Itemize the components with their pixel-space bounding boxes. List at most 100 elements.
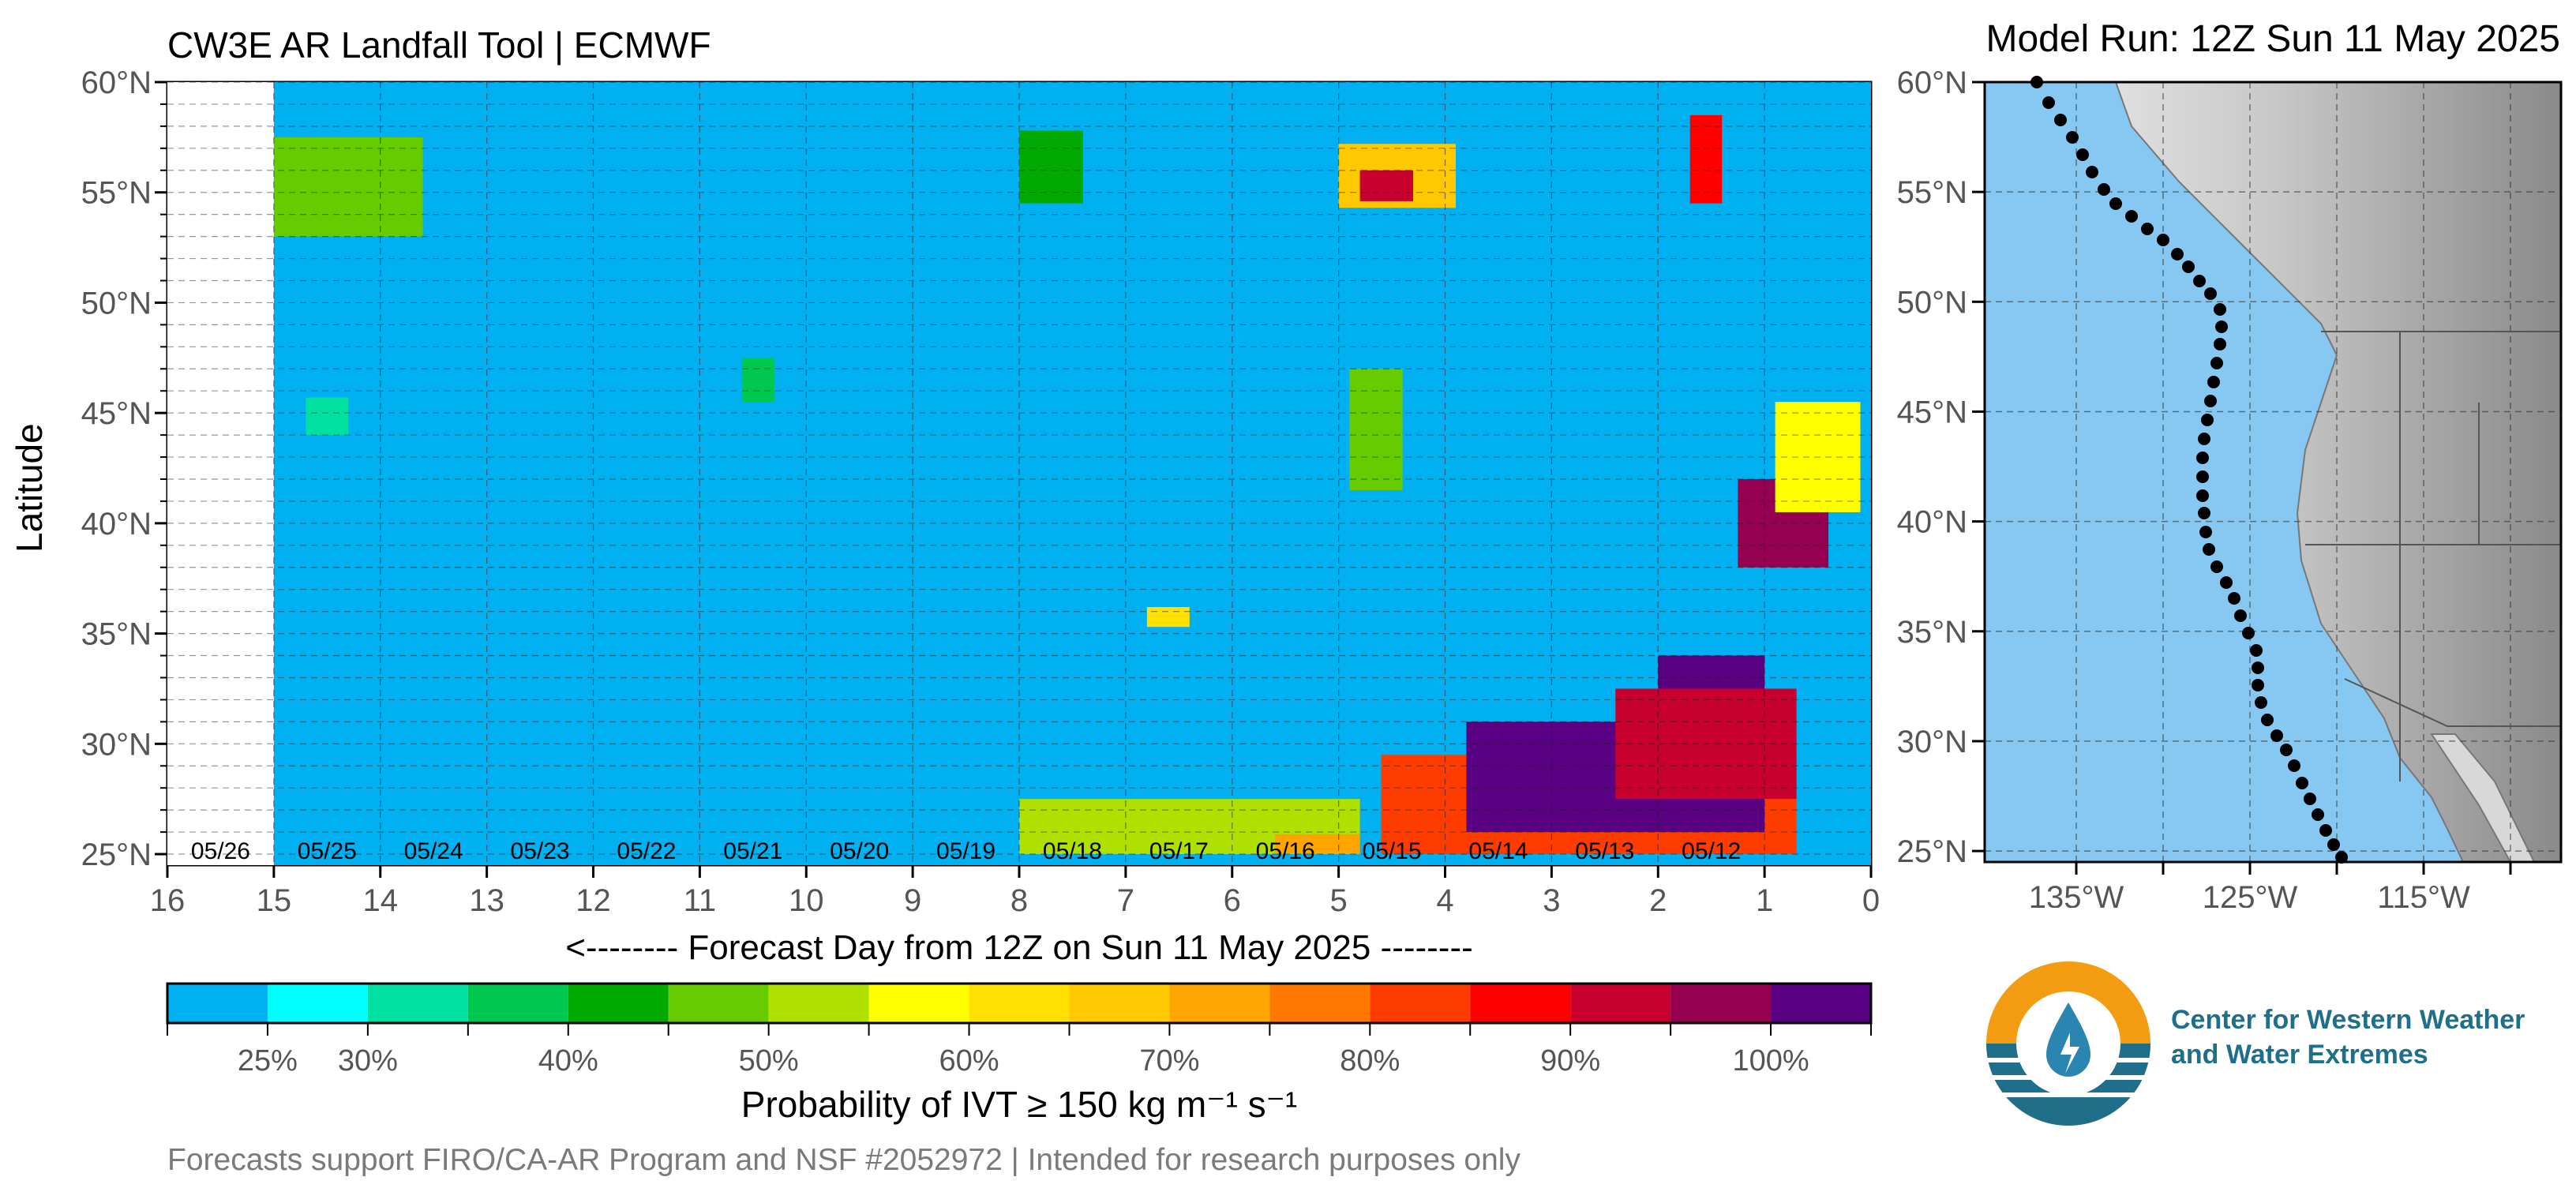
x-tick-label: 10 — [789, 883, 824, 916]
no-data-region — [167, 82, 274, 865]
footer-note: Forecasts support FIRO/CA-AR Program and… — [167, 1143, 1520, 1177]
heatmap-feature — [1019, 130, 1083, 204]
landfall-point — [2250, 644, 2263, 657]
heatmap-feature — [1349, 369, 1403, 490]
landfall-point — [2201, 414, 2214, 426]
map-land — [1985, 81, 2562, 863]
landfall-point — [2335, 851, 2348, 864]
date-label: 05/23 — [511, 838, 570, 864]
x-tick-label: 6 — [1224, 883, 1241, 916]
date-label: 05/24 — [404, 838, 463, 864]
map-axes: 60°N 55°N 50°N 45°N 40°N 35°N 30°N 25°N 135°W 125… — [1897, 71, 2512, 908]
landfall-point — [2141, 223, 2154, 235]
date-label: 05/13 — [1575, 838, 1634, 864]
map-lon-label: 135°W — [2029, 880, 2124, 908]
colorbar-swatch — [1570, 984, 1671, 1023]
colorbar-swatches — [166, 982, 1873, 1025]
x-axis-title: <-------- Forecast Day from 12Z on Sun 1… — [565, 928, 1473, 967]
landfall-point — [2296, 777, 2308, 789]
colorbar-tick-label: 60% — [939, 1044, 999, 1077]
colorbar-swatch — [568, 984, 669, 1023]
colorbar-swatch — [1771, 984, 1871, 1023]
map-lat-label: 45°N — [1897, 395, 1967, 429]
map-frame — [1983, 81, 2563, 864]
landfall-point — [2196, 452, 2209, 464]
cw3e-logo-text: Center for Western Weather and Water Ext… — [2171, 1002, 2525, 1072]
date-label: 05/19 — [936, 838, 996, 864]
landfall-point — [2210, 560, 2223, 573]
colorbar-swatch — [1169, 984, 1270, 1023]
heatmap-feature — [1615, 688, 1797, 800]
colorbar-swatch — [768, 984, 869, 1023]
heatmap-feature — [1775, 402, 1861, 512]
landfall-point — [2319, 824, 2332, 837]
date-label: 05/17 — [1149, 838, 1209, 864]
colorbar-ticks: 25% 30% 40% 50% 60% 70% 80% 90% 100% — [167, 1023, 1872, 1077]
landfall-point — [2199, 526, 2212, 538]
colorbar-swatch — [1670, 984, 1772, 1023]
landfall-point — [2196, 470, 2209, 483]
x-tick-label: 16 — [150, 883, 186, 916]
x-tick-label: 2 — [1649, 883, 1667, 916]
date-label: 05/20 — [830, 838, 889, 864]
colorbar-swatch — [267, 984, 368, 1023]
date-label: 05/26 — [191, 838, 250, 864]
landfall-point — [2215, 320, 2228, 333]
colorbar-frame — [166, 982, 1873, 1025]
landfall-point — [2066, 131, 2079, 144]
heatmap-feature — [316, 159, 359, 204]
landfall-point — [2207, 376, 2220, 388]
date-label: 05/14 — [1468, 838, 1528, 864]
landfall-point — [2214, 303, 2226, 316]
date-label: 05/21 — [723, 838, 782, 864]
landfall-point — [2312, 808, 2324, 821]
colorbar-tick-label: 90% — [1540, 1044, 1600, 1077]
landfall-point — [2252, 661, 2264, 674]
map-lat-label: 60°N — [1897, 71, 1967, 100]
y-tick-label: 30°N — [81, 727, 152, 762]
x-tick-label: 7 — [1117, 883, 1134, 916]
colorbar-tick-label: 30% — [338, 1044, 398, 1077]
map-lat-label: 55°N — [1897, 175, 1967, 210]
landfall-point — [2304, 793, 2316, 805]
cw3e-logo — [1986, 961, 2150, 1126]
map-lat-label: 30°N — [1897, 725, 1967, 759]
map-lon-label: 115°W — [2377, 880, 2470, 908]
landfall-point — [2198, 507, 2210, 519]
colorbar-swatch — [1069, 984, 1170, 1023]
colorbar-tick-label: 40% — [538, 1044, 598, 1077]
colorbar-swatch — [467, 984, 568, 1023]
map-lat-label: 50°N — [1897, 285, 1967, 320]
x-tick-label: 0 — [1862, 883, 1879, 916]
landfall-point — [2242, 627, 2255, 639]
logo-line-2: and Water Extremes — [2171, 1040, 2428, 1070]
landfall-point — [2280, 744, 2293, 756]
state-borders — [2305, 331, 2561, 781]
colorbar-swatch — [367, 984, 468, 1023]
x-tick-label: 14 — [363, 883, 399, 916]
heatmap-cells — [167, 82, 1871, 865]
landfall-point — [2054, 114, 2067, 126]
landfall-point — [2171, 248, 2184, 260]
landfall-point — [2214, 338, 2226, 350]
date-label: 05/22 — [617, 838, 676, 864]
model-run-title: Model Run: 12Z Sun 11 May 2025 — [1985, 18, 2560, 60]
landfall-point — [2086, 166, 2098, 178]
heatmap-feature — [1689, 114, 1723, 204]
heatmap-feature — [1359, 170, 1414, 201]
landfall-point — [2252, 679, 2264, 691]
y-tick-label: 45°N — [81, 396, 152, 431]
landfall-point — [2109, 197, 2122, 210]
map-lon-label: 125°W — [2203, 880, 2298, 908]
y-tick-label: 35°N — [81, 617, 152, 652]
x-tick-label: 9 — [904, 883, 921, 916]
landfall-point — [2196, 489, 2209, 502]
x-tick-label: 8 — [1011, 883, 1028, 916]
heatmap-feature — [1274, 834, 1360, 855]
heatmap-feature — [742, 358, 774, 403]
landfall-point — [2228, 592, 2240, 605]
heatmap-feature — [306, 397, 349, 436]
x-tick-label: 15 — [257, 883, 292, 916]
landfall-point — [2182, 260, 2195, 273]
colorbar-swatch — [668, 984, 769, 1023]
